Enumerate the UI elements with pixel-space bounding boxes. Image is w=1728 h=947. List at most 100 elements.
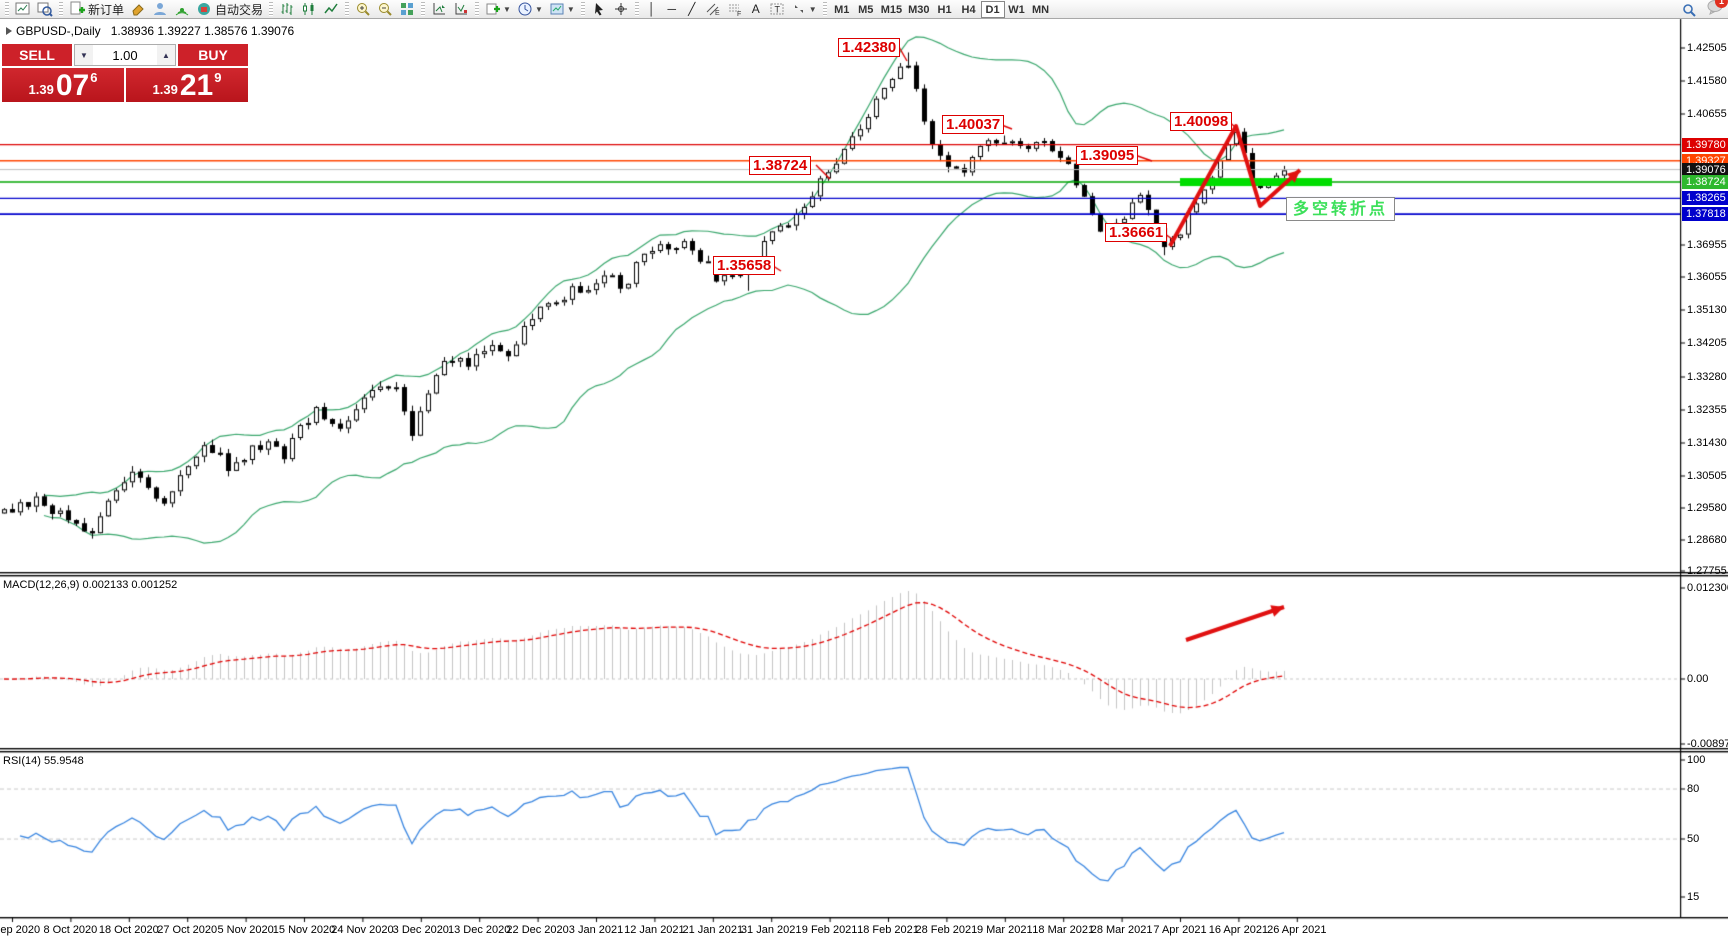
vertical-line-button[interactable]: │ (642, 1, 662, 18)
trade-buttons-row: SELL ▼ ▲ BUY (2, 44, 248, 66)
toolbar-grip[interactable] (345, 2, 350, 16)
search-icon (1681, 2, 1697, 18)
indicator-window-b-button[interactable] (450, 1, 472, 18)
line-chart-icon (323, 1, 339, 17)
toolbar-grip[interactable] (822, 2, 827, 16)
volume-stepper: ▼ ▲ (74, 44, 176, 66)
price-annotation[interactable]: 1.36661 (1105, 223, 1168, 242)
timeframe-m5[interactable]: M5 (854, 1, 878, 18)
svg-text:T: T (774, 5, 780, 15)
timeframe-w1[interactable]: W1 (1005, 1, 1029, 18)
price-annotation[interactable]: 1.39095 (1076, 146, 1139, 165)
dropdown-caret-icon: ▼ (566, 4, 575, 14)
chat-button[interactable]: 1 (1706, 0, 1728, 20)
equidistant-channel-button[interactable]: E (702, 1, 724, 18)
indicator-window-a-button[interactable] (428, 1, 450, 18)
candlestick-button[interactable] (298, 1, 320, 18)
timeframe-h4[interactable]: H4 (957, 1, 981, 18)
text-button[interactable]: A (746, 1, 766, 18)
profiles-button[interactable] (34, 1, 56, 18)
equidistant-channel-icon: E (705, 1, 721, 17)
timeframe-d1[interactable]: D1 (980, 1, 1005, 19)
indicator-window-a-icon (431, 1, 447, 17)
sell-price-small: 1.39 (28, 82, 54, 97)
templates-icon (549, 1, 565, 17)
eraser-icon (130, 1, 146, 17)
sell-price-tile[interactable]: 1.39 07 6 (2, 68, 124, 102)
timeframe-h1[interactable]: H1 (933, 1, 957, 18)
chat-icon (1706, 0, 1724, 19)
toolbar-grip[interactable] (634, 2, 639, 16)
toolbar-grip[interactable] (580, 2, 585, 16)
cursor-button[interactable] (588, 1, 610, 18)
toolbar-grip[interactable] (5, 2, 9, 16)
price-annotation[interactable]: 1.40098 (1170, 112, 1233, 131)
text-label-icon: T (769, 1, 785, 17)
periods-button[interactable]: ▼ (514, 1, 546, 18)
horizontal-line-button[interactable]: ─ (662, 1, 682, 18)
price-annotation[interactable]: 1.38724 (749, 156, 812, 175)
tile-windows-button[interactable] (396, 1, 418, 18)
zoom-out-icon (377, 1, 393, 17)
toolbar-right: 1 (1678, 0, 1728, 20)
trendline-button[interactable]: ╱ (682, 1, 702, 18)
volume-decrease-button[interactable]: ▼ (75, 45, 93, 65)
buy-price-sup: 9 (214, 70, 222, 85)
price-annotation[interactable]: 1.40037 (942, 115, 1005, 134)
templates-button[interactable]: ▼ (546, 1, 578, 18)
signals-button[interactable] (171, 1, 193, 18)
zoom-out-button[interactable] (374, 1, 396, 18)
toolbar-grip[interactable] (421, 2, 426, 16)
volume-increase-button[interactable]: ▲ (157, 45, 175, 65)
dropdown-caret-icon: ▼ (808, 4, 817, 14)
zoom-in-icon (355, 1, 371, 17)
buy-price-big: 21 (179, 69, 214, 102)
line-chart-button[interactable] (320, 1, 342, 18)
bar-chart-button[interactable] (276, 1, 298, 18)
timeframe-mn[interactable]: MN (1029, 1, 1053, 18)
new-chart-button[interactable] (12, 1, 34, 18)
crosshair-button[interactable] (610, 1, 632, 18)
crosshair-icon (613, 1, 629, 17)
zoom-in-button[interactable] (352, 1, 374, 18)
add-indicator-icon (485, 1, 501, 17)
signals-icon (174, 1, 190, 17)
price-annotation[interactable]: 1.35658 (713, 256, 776, 275)
note-annotation[interactable]: 多空转折点 (1286, 197, 1396, 221)
price-annotation[interactable]: 1.42380 (838, 38, 901, 57)
buy-price-tile[interactable]: 1.39 21 9 (126, 68, 248, 102)
arrows-tool-button[interactable]: ▼ (788, 1, 820, 18)
community-icon (152, 1, 168, 17)
sell-button[interactable]: SELL (2, 44, 72, 66)
autotrade-label: 自动交易 (215, 2, 264, 17)
arrows-tool-icon (791, 1, 807, 17)
autotrade-icon (196, 1, 212, 17)
text-label-button[interactable]: T (766, 1, 788, 18)
profiles-icon (37, 1, 53, 17)
buy-button[interactable]: BUY (178, 44, 248, 66)
add-indicator-button[interactable]: ▼ (482, 1, 514, 18)
sell-price-big: 07 (55, 69, 90, 102)
cursor-icon (591, 1, 607, 17)
eraser-button[interactable] (127, 1, 149, 18)
bar-chart-icon (279, 1, 295, 17)
timeframe-m30[interactable]: M30 (905, 1, 932, 18)
toolbar-grip[interactable] (269, 2, 274, 16)
fibonacci-button[interactable]: F (724, 1, 746, 18)
search-button[interactable] (1678, 1, 1700, 18)
timeframe-m1[interactable]: M1 (830, 1, 854, 18)
tile-windows-icon (399, 1, 415, 17)
community-button[interactable] (149, 1, 171, 18)
autotrade-button[interactable]: 自动交易 (193, 1, 266, 18)
dropdown-caret-icon: ▼ (503, 4, 511, 14)
toolbar-grip[interactable] (475, 2, 480, 16)
timeframe-m15[interactable]: M15 (878, 1, 905, 18)
new-order-icon (69, 1, 85, 17)
one-click-trading-panel: SELL ▼ ▲ BUY 1.39 07 6 1.39 21 9 (2, 44, 248, 102)
volume-input[interactable] (93, 45, 157, 65)
toolbar-grip[interactable] (59, 2, 63, 16)
clock-icon (517, 1, 533, 17)
new-order-button[interactable]: 新订单 (66, 1, 127, 18)
